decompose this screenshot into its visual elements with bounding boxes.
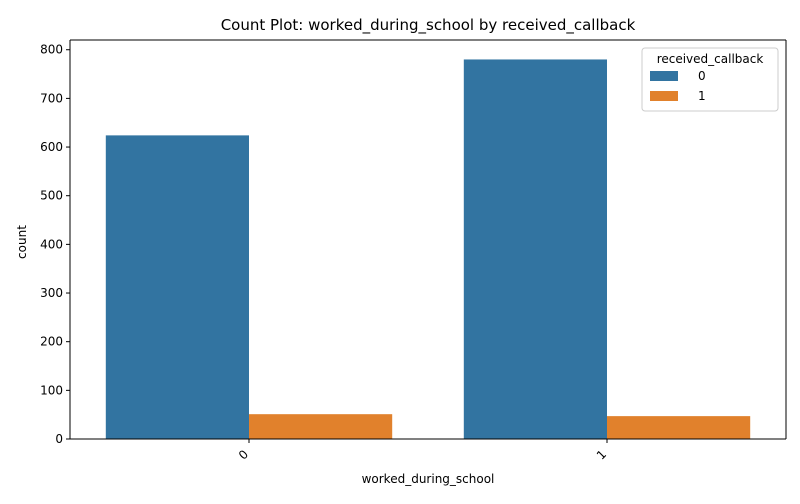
- legend: received_callback 0 1: [641, 47, 779, 112]
- bars-layer: [105, 59, 751, 440]
- x-axis-label: worked_during_school: [362, 472, 495, 486]
- y-tick-label: 600: [40, 140, 63, 154]
- legend-swatch-1: [650, 91, 678, 101]
- bar-cat-1-series-0: [463, 59, 607, 440]
- y-tick-label: 800: [40, 43, 63, 57]
- y-tick-label: 100: [40, 383, 63, 397]
- y-tick-label: 0: [55, 432, 63, 446]
- y-tick-label: 500: [40, 189, 63, 203]
- bar-cat-1-series-1: [607, 416, 751, 439]
- legend-swatch-0: [650, 71, 678, 81]
- bar-cat-0-series-1: [249, 414, 393, 439]
- y-tick-label: 300: [40, 286, 63, 300]
- y-tick-label: 400: [40, 237, 63, 251]
- y-tick-label: 200: [40, 335, 63, 349]
- y-tick-label: 700: [40, 91, 63, 105]
- bar-cat-0-series-0: [105, 135, 249, 439]
- y-axis-label: count: [15, 225, 29, 259]
- x-tick-label: 0: [236, 447, 251, 462]
- legend-label-1: 1: [698, 89, 706, 103]
- x-tick-label: 1: [594, 447, 609, 462]
- chart-title: Count Plot: worked_during_school by rece…: [221, 16, 636, 35]
- legend-title: received_callback: [657, 52, 764, 66]
- legend-label-0: 0: [698, 69, 706, 83]
